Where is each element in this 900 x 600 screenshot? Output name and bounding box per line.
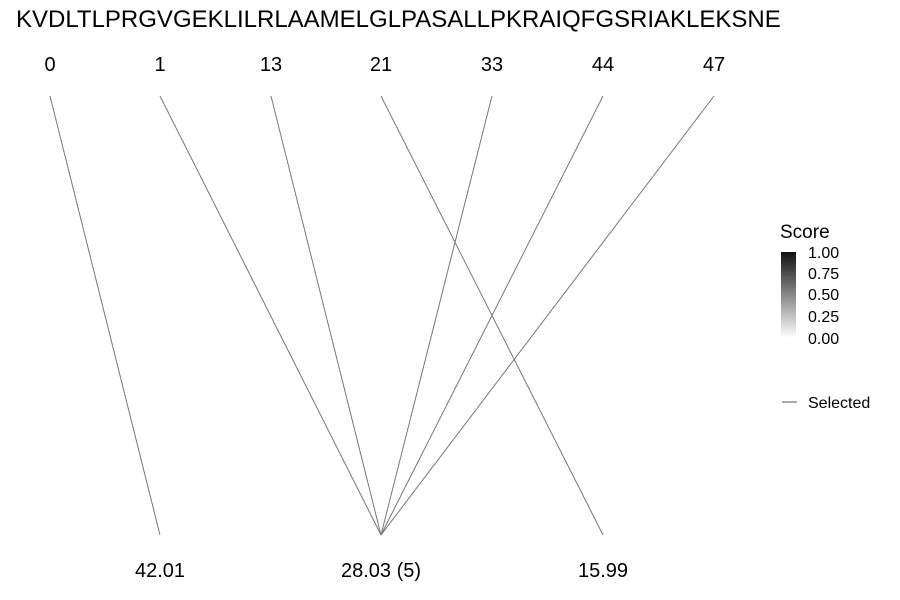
connection-line	[159, 95, 382, 536]
position-label: 47	[703, 54, 725, 76]
legend-tick-label: 0.50	[808, 287, 839, 304]
legend-tick-label: 1.00	[808, 245, 839, 262]
connection-lines	[49, 95, 715, 536]
position-label: 1	[154, 54, 165, 76]
position-label: 0	[44, 54, 55, 76]
position-label: 44	[592, 54, 614, 76]
position-label: 33	[481, 54, 503, 76]
legend-selected-label: Selected	[808, 395, 870, 412]
connection-line	[380, 95, 493, 536]
legend-title: Score	[780, 222, 830, 243]
sequence-title: KVDLTLPRGVGEKLILRLAAMELGLPASALLPKRAIQFGS…	[16, 6, 781, 33]
legend-tick-label: 0.25	[808, 309, 839, 326]
score-legend: Score 1.00 0.75 0.50 0.25 0.00 Selected	[780, 222, 870, 412]
legend-tick-label: 0.75	[808, 266, 839, 283]
target-label: 15.99	[578, 560, 628, 582]
position-label: 21	[370, 54, 392, 76]
target-label: 28.03 (5)	[341, 560, 421, 582]
connection-line	[49, 95, 161, 536]
legend-tick-label: 0.00	[808, 331, 839, 348]
position-label: 13	[260, 54, 282, 76]
legend-ticks: 1.00 0.75 0.50 0.25 0.00	[808, 245, 839, 348]
connection-line	[380, 95, 604, 536]
legend-colorbar	[781, 252, 796, 338]
connection-line	[270, 95, 382, 536]
connection-line	[380, 95, 715, 536]
target-label: 42.01	[135, 560, 185, 582]
target-labels: 42.01 28.03 (5) 15.99	[135, 560, 628, 582]
position-labels: 0 1 13 21 33 44 47	[44, 54, 725, 76]
